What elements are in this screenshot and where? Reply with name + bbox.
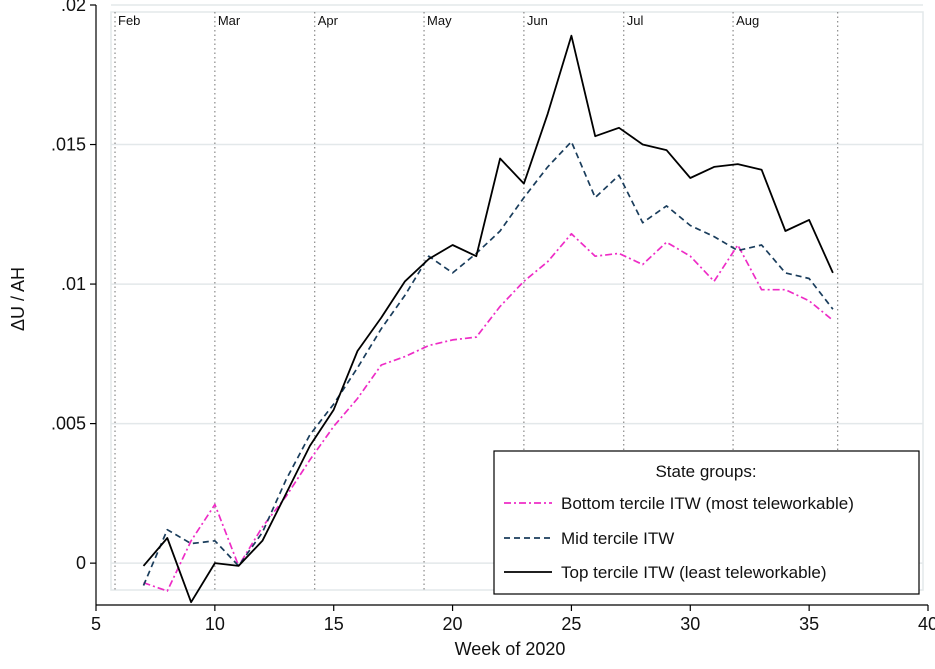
x-axis-title: Week of 2020	[455, 639, 566, 659]
month-label: Jun	[527, 13, 548, 28]
x-tick-label: 20	[443, 614, 463, 634]
x-tick-label: 15	[324, 614, 344, 634]
month-label: Mar	[218, 13, 241, 28]
month-label: Jul	[627, 13, 644, 28]
y-tick-label: .005	[51, 414, 86, 434]
month-label: Apr	[318, 13, 339, 28]
legend-label-mid-tercile: Mid tercile ITW	[561, 529, 674, 548]
series-lines	[142, 34, 834, 604]
legend-label-top-tercile: Top tercile ITW (least teleworkable)	[561, 563, 826, 582]
y-tick-label: .02	[61, 0, 86, 15]
month-label: Aug	[736, 13, 759, 28]
series-line-mid-tercile	[142, 140, 834, 586]
y-axis-title: ΔU / AH	[8, 267, 28, 331]
month-label: Feb	[118, 13, 140, 28]
x-tick-label: 25	[561, 614, 581, 634]
y-tick-label: .01	[61, 274, 86, 294]
axes: 0 .005 .01 .015 .02 5 10 15 20 25 30 35 40	[51, 0, 935, 634]
legend: State groups: Bottom tercile ITW (most t…	[493, 450, 920, 595]
legend-label-bottom-tercile: Bottom tercile ITW (most teleworkable)	[561, 494, 854, 513]
series-line-top-tercile	[142, 34, 834, 604]
x-tick-label: 40	[918, 614, 935, 634]
legend-box	[493, 450, 920, 595]
month-label: May	[427, 13, 452, 28]
x-tick-label: 30	[680, 614, 700, 634]
legend-title: State groups:	[655, 462, 756, 481]
x-tick-label: 35	[799, 614, 819, 634]
y-tick-label: .015	[51, 135, 86, 155]
y-tick-label: 0	[76, 553, 86, 573]
series-line-bottom-tercile	[143, 232, 834, 592]
x-tick-label: 10	[205, 614, 225, 634]
x-tick-label: 5	[91, 614, 101, 634]
